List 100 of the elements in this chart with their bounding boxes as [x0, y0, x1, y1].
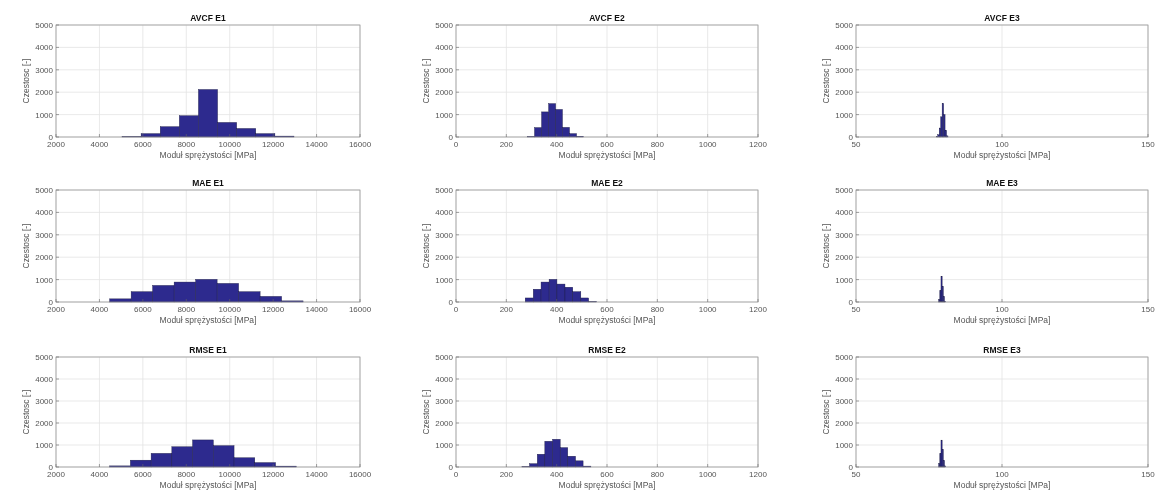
- y-tick-label: 0: [448, 463, 454, 472]
- x-tick-label: 12000: [262, 140, 285, 149]
- x-axis-title: Moduł sprężystości [MPa]: [953, 315, 1051, 325]
- x-tick-label: 8000: [177, 470, 196, 479]
- y-axis-title: Czestosc [-]: [21, 58, 31, 104]
- y-tick-label: 3000: [835, 230, 854, 240]
- x-tick-label: 12000: [262, 470, 285, 479]
- y-tick-label: 5000: [435, 353, 454, 362]
- x-tick-label: 4000: [90, 305, 109, 314]
- x-tick-label: 10000: [218, 470, 242, 479]
- x-tick-label: 200: [499, 140, 514, 149]
- x-tick-label: 400: [549, 470, 564, 479]
- y-tick-label: 2000: [835, 419, 854, 428]
- x-tick-label: 8000: [177, 140, 196, 149]
- x-axis-title: Moduł sprężystości [MPa]: [558, 480, 656, 490]
- x-tick-label: 1000: [698, 470, 718, 479]
- x-tick-label: 400: [549, 305, 564, 314]
- y-tick-label: 5000: [35, 353, 54, 362]
- y-tick-label: 2000: [835, 88, 854, 98]
- y-tick-label: 0: [848, 463, 854, 472]
- y-tick-label: 5000: [835, 353, 854, 362]
- y-axis-title: Czestosc [-]: [421, 58, 431, 104]
- y-tick-label: 3000: [435, 397, 454, 406]
- x-tick-label: 8000: [177, 305, 196, 314]
- x-tick-label: 14000: [305, 305, 329, 314]
- y-tick-label: 1000: [35, 275, 54, 285]
- x-axis-title: Moduł sprężystości [MPa]: [953, 480, 1051, 490]
- x-tick-label: 10000: [218, 305, 242, 314]
- x-axis-title: Moduł sprężystości [MPa]: [558, 150, 656, 160]
- x-tick-label: 16000: [348, 305, 372, 314]
- y-tick-label: 3000: [35, 65, 54, 75]
- y-axis-title: Czestosc [-]: [821, 58, 831, 104]
- x-tick-label: 4000: [90, 470, 109, 479]
- y-tick-label: 1000: [835, 275, 854, 285]
- y-tick-label: 3000: [435, 230, 454, 240]
- chart-title: RMSE E1: [189, 345, 227, 355]
- y-tick-label: 4000: [35, 208, 54, 218]
- x-tick-label: 600: [600, 470, 615, 479]
- x-tick-label: 6000: [133, 470, 153, 479]
- chart-title: MAE E3: [986, 178, 1019, 188]
- y-tick-label: 2000: [435, 253, 454, 263]
- x-axis-title: Moduł sprężystości [MPa]: [159, 150, 257, 160]
- x-tick-label: 12000: [262, 305, 285, 314]
- y-tick-label: 2000: [35, 88, 54, 98]
- x-axis-title: Moduł sprężystości [MPa]: [159, 480, 257, 490]
- x-tick-label: 6000: [133, 305, 153, 314]
- x-tick-label: 14000: [305, 470, 329, 479]
- x-tick-label: 100: [995, 470, 1010, 479]
- x-tick-label: 400: [549, 140, 564, 149]
- y-tick-label: 4000: [835, 375, 854, 384]
- y-axis-title: Czestosc [-]: [421, 389, 431, 435]
- x-tick-label: 50: [851, 305, 861, 314]
- y-tick-label: 2000: [35, 253, 54, 263]
- x-tick-label: 1200: [749, 140, 768, 149]
- x-axis-title: Moduł sprężystości [MPa]: [953, 150, 1051, 160]
- y-axis-title: Czestosc [-]: [821, 389, 831, 435]
- y-tick-label: 4000: [435, 208, 454, 218]
- y-tick-label: 1000: [835, 110, 854, 120]
- x-tick-label: 150: [1141, 470, 1156, 479]
- y-tick-label: 1000: [435, 110, 454, 120]
- y-tick-label: 4000: [435, 43, 454, 53]
- chart-title: RMSE E2: [588, 345, 626, 355]
- chart-title: AVCF E2: [589, 13, 625, 23]
- y-tick-label: 1000: [835, 441, 854, 450]
- y-axis-title: Czestosc [-]: [421, 223, 431, 269]
- y-axis-title: Czestosc [-]: [21, 389, 31, 435]
- x-tick-label: 1200: [749, 305, 768, 314]
- y-tick-label: 3000: [835, 397, 854, 406]
- x-tick-label: 50: [851, 470, 861, 479]
- y-tick-label: 0: [448, 133, 454, 142]
- y-tick-label: 5000: [35, 21, 54, 30]
- y-tick-label: 0: [848, 298, 854, 307]
- chart-title: AVCF E3: [984, 13, 1020, 23]
- y-tick-label: 2000: [835, 253, 854, 263]
- y-tick-label: 0: [848, 133, 854, 142]
- y-tick-label: 2000: [435, 88, 454, 98]
- chart-title: AVCF E1: [190, 13, 226, 23]
- y-tick-label: 2000: [435, 419, 454, 428]
- x-tick-label: 10000: [218, 140, 242, 149]
- y-tick-label: 0: [48, 463, 54, 472]
- y-axis-title: Czestosc [-]: [21, 223, 31, 269]
- chart-title: MAE E1: [192, 178, 225, 188]
- x-tick-label: 14000: [305, 140, 329, 149]
- x-tick-label: 100: [995, 305, 1010, 314]
- x-tick-label: 50: [851, 140, 861, 149]
- x-tick-label: 600: [600, 140, 615, 149]
- x-tick-label: 200: [499, 305, 514, 314]
- y-tick-label: 5000: [35, 186, 54, 195]
- y-tick-label: 0: [448, 298, 454, 307]
- y-tick-label: 3000: [835, 65, 854, 75]
- x-tick-label: 100: [995, 140, 1010, 149]
- y-tick-label: 0: [48, 133, 54, 142]
- x-tick-label: 1200: [749, 470, 768, 479]
- y-tick-label: 4000: [835, 43, 854, 53]
- x-tick-label: 150: [1141, 140, 1156, 149]
- y-tick-label: 4000: [435, 375, 454, 384]
- y-tick-label: 1000: [35, 110, 54, 120]
- x-tick-label: 4000: [90, 140, 109, 149]
- x-tick-label: 800: [650, 140, 665, 149]
- x-axis-title: Moduł sprężystości [MPa]: [558, 315, 656, 325]
